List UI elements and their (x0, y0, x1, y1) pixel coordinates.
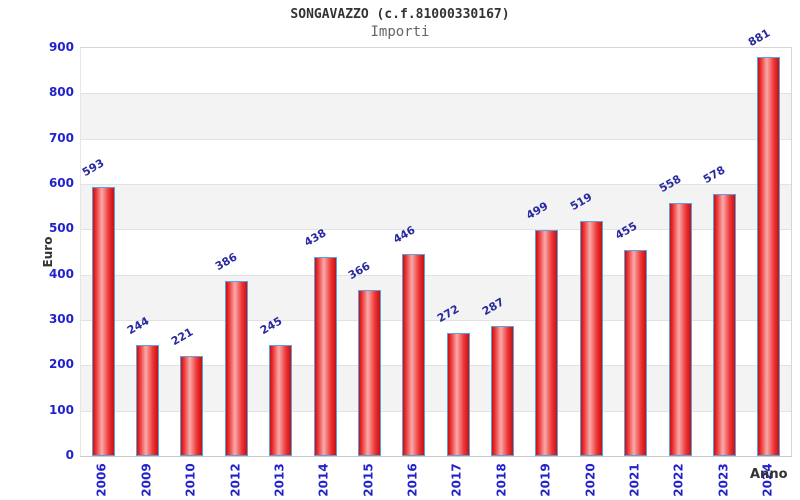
gridline (81, 93, 791, 95)
bar-value-label: 386 (213, 250, 240, 274)
y-tick-label: 900 (48, 40, 74, 54)
gridline (81, 320, 791, 321)
bar-2023 (712, 193, 736, 456)
x-tick-label: 2012 (226, 459, 244, 500)
bar-2010 (180, 355, 204, 456)
x-tick-label: 2016 (404, 459, 422, 500)
plot-area: 593 244 221 386 245 438 366 446 272 287 499 519 455 5… (80, 26, 792, 457)
gridline (81, 410, 791, 412)
x-tick-label-text: 2021 (627, 463, 642, 497)
bar-2019 (535, 229, 559, 456)
bar-2021 (624, 249, 648, 456)
x-tick-label: 2013 (271, 459, 289, 500)
bar-value-label: 593 (80, 156, 107, 180)
bar-value-label: 221 (168, 325, 196, 348)
x-tick-label: 2009 (138, 459, 156, 500)
x-tick-label: 2020 (581, 459, 599, 500)
x-tick-label-text: 2016 (405, 463, 420, 497)
y-tick-label: 700 (48, 130, 74, 145)
gridline (81, 229, 791, 231)
x-tick-label-text: 2022 (672, 463, 687, 497)
bar-2014 (313, 257, 337, 456)
bar-2012 (224, 281, 248, 456)
bar-2009 (136, 345, 160, 456)
x-tick-label: 2006 (93, 459, 111, 500)
x-tick-label: 2021 (626, 459, 644, 500)
y-tick-label: 500 (48, 221, 74, 236)
gridline (81, 365, 791, 367)
y-tick-label: 800 (48, 85, 74, 100)
bar-2022 (668, 203, 692, 456)
chart-subtitle: Importi (370, 24, 430, 40)
x-tick-label-text: 2009 (139, 463, 154, 497)
x-tick-label-text: 2013 (272, 463, 287, 497)
x-tick-label-text: 2010 (183, 463, 198, 497)
x-tick-label-text: 2012 (228, 463, 243, 497)
x-tick-label-text: 2006 (95, 463, 110, 497)
background-band (81, 93, 791, 139)
y-tick-label: 0 (65, 448, 74, 462)
gridline (81, 138, 791, 140)
x-tick-label: 2018 (493, 459, 511, 500)
gridline (81, 274, 791, 276)
bar-2024 (757, 56, 781, 456)
x-tick-label-text: 2020 (583, 463, 598, 497)
x-tick-label: 2010 (182, 459, 200, 500)
bar-2018 (491, 325, 515, 456)
x-tick-label: 2014 (315, 459, 333, 500)
x-tick-label-text: 2014 (317, 463, 332, 497)
x-tick-label: 2015 (359, 459, 377, 500)
y-tick-label: 300 (48, 312, 74, 326)
y-tick-label: 200 (48, 357, 74, 372)
gridline (81, 184, 791, 185)
y-tick-label: 100 (48, 402, 74, 417)
chart-title: SONGAVAZZO (c.f.81000330167) (290, 7, 510, 22)
x-tick-label: 2019 (537, 459, 555, 500)
bar-2017 (446, 332, 470, 456)
bar-2013 (269, 344, 293, 456)
x-tick-label: 2022 (670, 459, 688, 500)
y-axis-title: Euro (41, 236, 55, 268)
x-tick-label-text: 2019 (538, 463, 553, 497)
x-tick-label-text: 2023 (716, 463, 731, 497)
bar-2016 (402, 253, 426, 456)
x-tick-label-text: 2018 (494, 463, 509, 497)
x-axis-title: Anno (750, 467, 788, 482)
y-tick-label: 600 (48, 176, 74, 190)
x-tick-label-text: 2017 (450, 463, 465, 497)
bar-2006 (91, 187, 115, 456)
bar-value-label: 438 (302, 226, 329, 250)
y-tick-label: 400 (48, 266, 74, 281)
x-tick-label-text: 2015 (361, 463, 376, 497)
x-tick-label: 2023 (714, 459, 732, 500)
bar-2015 (357, 290, 381, 456)
x-tick-label: 2017 (448, 459, 466, 500)
bar-2020 (579, 220, 603, 456)
